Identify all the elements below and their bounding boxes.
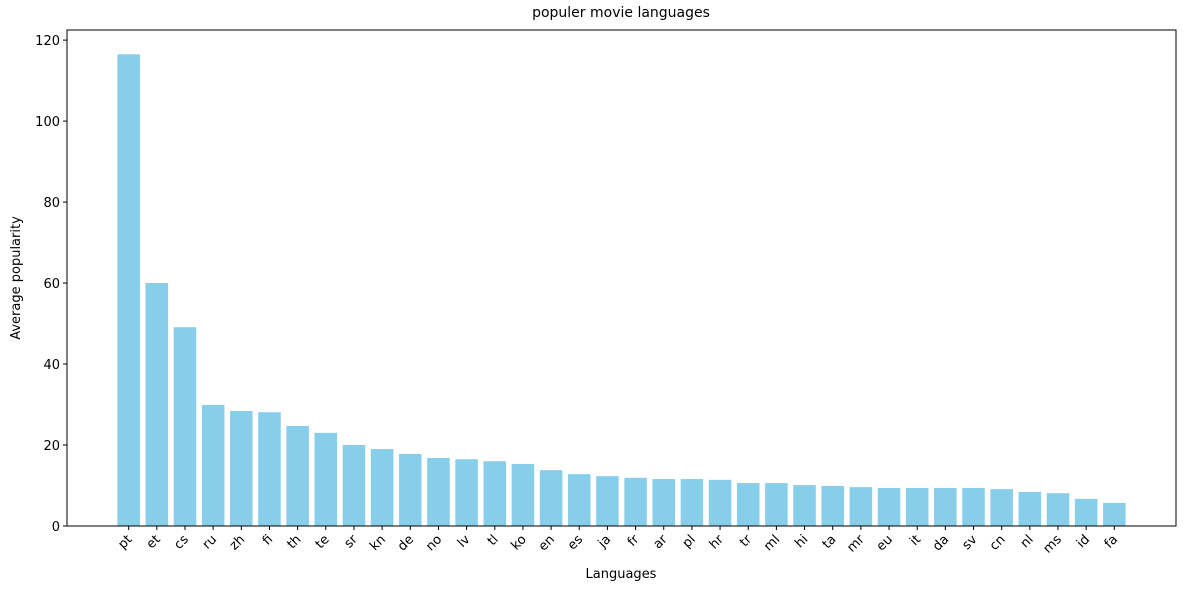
plot-frame <box>66 29 1177 527</box>
bar <box>427 457 450 526</box>
x-tick-label: fa <box>1102 532 1121 551</box>
x-tick-label: cs <box>171 532 192 553</box>
x-tick-label: tr <box>737 532 755 550</box>
bar <box>201 404 225 526</box>
bar <box>680 479 704 526</box>
y-tick-label: 100 <box>35 115 60 130</box>
bar <box>934 487 957 526</box>
bar <box>173 327 197 526</box>
bar <box>905 487 929 526</box>
y-tick-label: 60 <box>43 277 60 292</box>
bar <box>370 449 394 526</box>
x-tick-label: fr <box>625 532 643 550</box>
bar <box>1103 502 1126 526</box>
y-tick-label: 40 <box>43 358 60 373</box>
x-tick-label: ko <box>509 532 530 553</box>
x-tick-label: lv <box>455 532 474 551</box>
x-tick-label: id <box>1074 532 1093 551</box>
bar <box>821 485 844 526</box>
x-tick-label: ta <box>820 532 840 552</box>
x-tick-label: no <box>423 532 445 554</box>
x-tick-label: ms <box>1040 532 1065 557</box>
x-tick-label: hr <box>707 532 728 553</box>
x-tick-label: nl <box>1018 532 1037 551</box>
bar <box>314 432 338 526</box>
y-tick-label: 0 <box>52 520 60 535</box>
bar <box>145 283 169 526</box>
x-tick-label: tl <box>485 532 502 549</box>
x-tick-label: ja <box>595 532 615 552</box>
y-tick-label: 20 <box>43 439 60 454</box>
y-tick-label: 120 <box>35 34 60 49</box>
x-tick-label: sv <box>960 532 981 553</box>
bar <box>511 464 535 526</box>
x-tick-label: ar <box>651 532 671 552</box>
bar <box>793 485 816 526</box>
bar <box>990 489 1013 526</box>
bar <box>399 453 422 526</box>
x-tick-label: ml <box>761 532 783 554</box>
x-tick-label: es <box>565 532 586 553</box>
y-tick-label: 80 <box>43 196 60 211</box>
bar <box>765 483 788 526</box>
x-tick-label: eu <box>874 532 896 554</box>
x-tick-label: pt <box>115 532 135 552</box>
bar <box>342 445 366 526</box>
bar <box>483 461 507 526</box>
x-tick-label: th <box>284 532 304 552</box>
x-tick-label: sr <box>342 532 362 552</box>
x-tick-label: zh <box>227 532 248 553</box>
x-tick-label: de <box>395 532 417 554</box>
bar <box>624 477 647 526</box>
x-tick-label: cn <box>987 532 1008 553</box>
bar <box>1018 491 1042 526</box>
bar <box>962 487 985 526</box>
bar <box>230 411 253 526</box>
bar <box>539 470 563 526</box>
bar <box>1074 498 1098 526</box>
x-tick-label: te <box>313 532 333 552</box>
bar <box>736 483 760 526</box>
bar <box>596 476 619 526</box>
x-tick-label: kn <box>367 532 389 554</box>
x-tick-label: hi <box>792 532 811 551</box>
x-axis-label: Languages <box>586 567 657 582</box>
bar <box>117 54 140 526</box>
x-tick-label: fi <box>260 532 276 548</box>
bar <box>258 412 281 526</box>
x-tick-label: mr <box>844 532 868 556</box>
bar <box>286 425 309 526</box>
bar <box>849 487 873 526</box>
x-tick-label: en <box>536 532 558 554</box>
x-tick-label: da <box>930 532 952 554</box>
x-tick-label: pl <box>680 532 699 551</box>
bar <box>567 474 591 526</box>
y-axis-label: Average popularity <box>9 216 24 340</box>
bar <box>652 479 676 526</box>
x-tick-label: ru <box>200 532 220 552</box>
bar <box>455 459 478 526</box>
chart-title: populer movie languages <box>532 5 710 21</box>
bar <box>877 487 901 526</box>
bar <box>1046 493 1070 526</box>
x-tick-label: it <box>907 532 924 549</box>
bar <box>708 479 732 526</box>
x-tick-label: et <box>144 532 164 552</box>
